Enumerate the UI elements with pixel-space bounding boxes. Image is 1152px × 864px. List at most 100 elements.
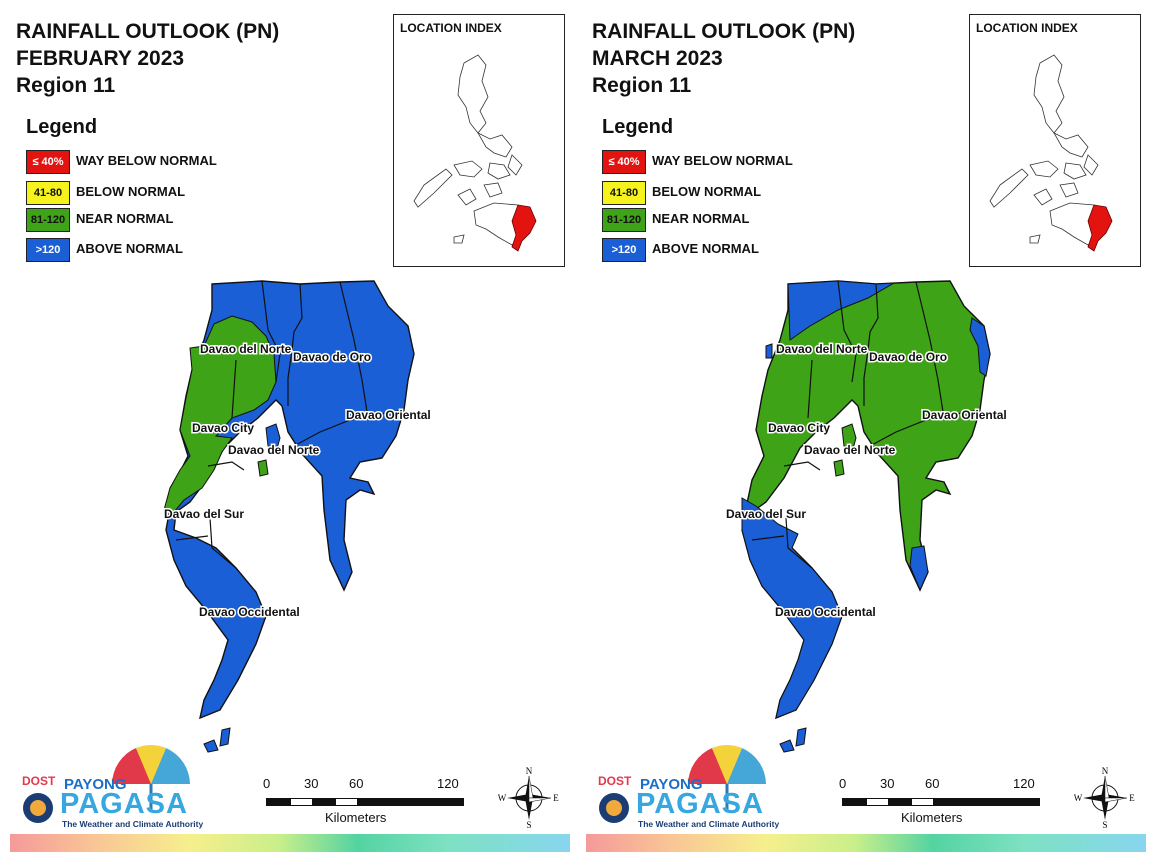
scale-tick: 0: [839, 776, 847, 791]
region-11-highlight: [1087, 204, 1113, 252]
province-boundaries: [175, 280, 405, 569]
label-davao-del-sur: Davao del Sur: [164, 507, 244, 521]
legend-swatch: >120: [602, 238, 646, 262]
map-title: RAINFALL OUTLOOK (PN) FEBRUARY 2023 Regi…: [16, 18, 279, 99]
legend-title: Legend: [602, 116, 674, 138]
sarangani-island: [219, 727, 231, 747]
compass-n: N: [526, 766, 533, 776]
scale-tick: 120: [437, 776, 459, 791]
label-davao-occidental: Davao Occidental: [199, 605, 300, 619]
location-index-title: LOCATION INDEX: [400, 21, 502, 35]
pagasa-logo: DOST PAYONG PAGASA The Weather and Clima…: [588, 738, 779, 833]
legend-swatch: ≤ 40%: [602, 150, 646, 174]
region-11-map: Davao del Norte Davao de Oro Davao Orien…: [725, 280, 1008, 753]
map-area-above-normal-south: [741, 497, 843, 719]
compass-s: S: [1102, 820, 1107, 828]
logo-payong: PAYONG: [64, 776, 127, 793]
label-davao-occidental: Davao Occidental: [775, 605, 876, 619]
label-davao-de-oro: Davao de Oro: [869, 350, 947, 364]
scale-tick: 30: [880, 776, 895, 791]
scale-tick: 30: [304, 776, 319, 791]
scale-tick: 60: [349, 776, 364, 791]
location-index-map: LOCATION INDEX: [393, 14, 565, 267]
map-area-near-normal: [163, 315, 277, 513]
logo-dost: DOST: [598, 774, 632, 788]
legend-swatch: 81-120: [602, 208, 646, 232]
province-boundaries: [751, 280, 981, 569]
balut-island: [203, 739, 219, 753]
label-davao-del-sur: Davao del Sur: [726, 507, 806, 521]
title-line-2: FEBRUARY 2023: [16, 47, 185, 70]
legend-title: Legend: [26, 116, 98, 138]
logo-dost: DOST: [22, 774, 56, 788]
legend-swatch: 81-120: [26, 208, 70, 232]
compass-n: N: [1102, 766, 1109, 776]
label-davao-del-norte-island: Davao del Norte: [228, 443, 320, 457]
compass-s: S: [526, 820, 531, 828]
pagasa-logo: DOST PAYONG PAGASA The Weather and Clima…: [12, 738, 203, 833]
label-davao-de-oro: Davao de Oro: [293, 350, 371, 364]
legend-label: NEAR NORMAL: [76, 211, 174, 226]
title-line-3: Region 11: [592, 74, 692, 97]
legend-label: BELOW NORMAL: [652, 184, 762, 199]
scale-tick: 120: [1013, 776, 1035, 791]
map-area-above-normal-north: [787, 280, 895, 341]
compass-w: W: [1074, 793, 1083, 803]
sarangani-island: [795, 727, 807, 747]
title-line-3: Region 11: [16, 74, 116, 97]
scale-unit: Kilometers: [325, 810, 387, 825]
title-line-2: MARCH 2023: [592, 47, 723, 70]
legend-label: ABOVE NORMAL: [76, 241, 183, 256]
location-index-title: LOCATION INDEX: [976, 21, 1078, 35]
label-davao-city: Davao City: [768, 421, 830, 435]
compass-w: W: [498, 793, 507, 803]
legend-label: ABOVE NORMAL: [652, 241, 759, 256]
compass-e: E: [553, 793, 559, 803]
compass-rose-icon: N S E W: [1074, 766, 1136, 830]
legend-label: WAY BELOW NORMAL: [76, 153, 217, 168]
samal-island: [265, 423, 281, 453]
logo-pagasa: PAGASA: [636, 788, 764, 820]
label-davao-oriental: Davao Oriental: [346, 408, 431, 422]
logo-pagasa: PAGASA: [60, 788, 188, 820]
north-arrow-compass: N S E W: [498, 766, 560, 830]
scale-bar: 0 30 60 120 Kilometers: [255, 776, 475, 836]
footer-gradient-bar: [586, 834, 1146, 852]
legend-label: BELOW NORMAL: [76, 184, 186, 199]
map-area-above-normal-tip: [909, 545, 929, 592]
scale-bar-graphic: [266, 798, 464, 806]
label-davao-oriental: Davao Oriental: [922, 408, 1007, 422]
legend-label: WAY BELOW NORMAL: [652, 153, 793, 168]
label-davao-del-norte: Davao del Norte: [776, 342, 868, 356]
location-index-map: LOCATION INDEX: [969, 14, 1141, 267]
region-11-highlight: [511, 204, 537, 252]
logo-tagline: The Weather and Climate Authority: [638, 819, 780, 829]
map-title: RAINFALL OUTLOOK (PN) MARCH 2023 Region …: [592, 18, 855, 99]
legend-swatch: ≤ 40%: [26, 150, 70, 174]
panel-february: RAINFALL OUTLOOK (PN) FEBRUARY 2023 Regi…: [10, 14, 570, 852]
compass-e: E: [1129, 793, 1135, 803]
umbrella-logo-icon: [599, 745, 766, 823]
label-davao-city: Davao City: [192, 421, 254, 435]
region-11-map: Davao del Norte Davao de Oro Davao Orien…: [163, 280, 432, 753]
samal-island: [841, 423, 857, 453]
label-davao-del-norte: Davao del Norte: [200, 342, 292, 356]
logo-payong: PAYONG: [640, 776, 703, 793]
title-line-1: RAINFALL OUTLOOK (PN): [592, 20, 856, 43]
scale-tick: 60: [925, 776, 940, 791]
scale-unit: Kilometers: [901, 810, 963, 825]
scale-bar-graphic: [842, 798, 1040, 806]
talikud-island: [257, 459, 269, 477]
legend-swatch: 41-80: [26, 181, 70, 205]
map-area-above-normal-east: [969, 317, 991, 377]
legend-swatch: 41-80: [602, 181, 646, 205]
scale-tick: 0: [263, 776, 271, 791]
balut-island: [779, 739, 795, 753]
label-davao-del-norte-island: Davao del Norte: [804, 443, 896, 457]
talikud-island: [833, 459, 845, 477]
title-line-1: RAINFALL OUTLOOK (PN): [16, 20, 280, 43]
logo-tagline: The Weather and Climate Authority: [62, 819, 204, 829]
philippines-outline: [413, 54, 537, 252]
map-area-above-normal-west: [765, 343, 773, 359]
legend-swatch: >120: [26, 238, 70, 262]
